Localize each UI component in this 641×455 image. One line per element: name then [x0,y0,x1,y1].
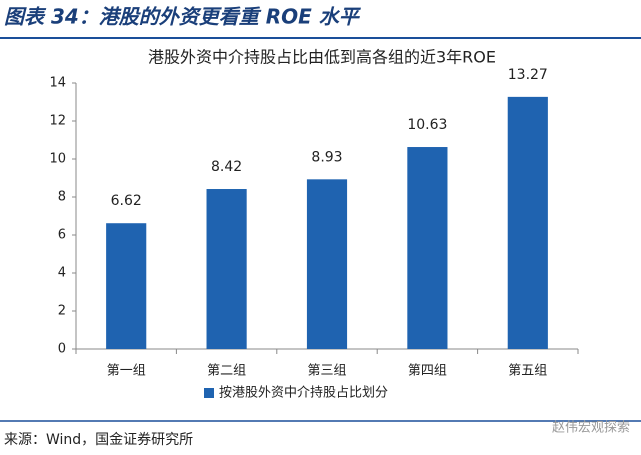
y-tick-label: 12 [49,114,66,129]
y-tick-label: 14 [49,76,66,91]
bar [407,147,448,349]
value-label: 8.42 [211,159,242,175]
chart-title: 港股外资中介持股占比由低到高各组的近3年ROE [148,48,496,67]
y-tick-label: 0 [58,342,66,357]
x-tick-label: 第三组 [307,364,346,379]
x-tick-label: 第四组 [408,364,447,379]
bar [106,223,147,349]
y-tick-label: 8 [58,190,66,205]
value-label: 6.62 [111,193,142,209]
x-tick-label: 第一组 [107,364,146,379]
legend-label: 按港股外资中介持股占比划分 [219,386,388,401]
bar [306,179,348,349]
watermark: 赵伟宏观探索 [552,421,630,436]
y-tick-label: 2 [58,304,66,319]
legend-swatch [204,388,214,398]
bar [206,189,247,349]
y-tick-label: 6 [58,228,66,243]
x-tick-label: 第五组 [508,364,547,379]
figure-title: 图表 34：港股的外资更看重 ROE 水平 [4,5,362,29]
y-tick-label: 4 [58,266,66,281]
source: 来源：Wind，国金证券研究所 [4,432,193,448]
y-tick-label: 10 [49,152,66,167]
value-label: 13.27 [508,67,548,83]
bar [507,96,548,350]
value-label: 8.93 [311,149,342,165]
value-label: 10.63 [407,117,447,133]
x-tick-label: 第二组 [207,364,246,379]
